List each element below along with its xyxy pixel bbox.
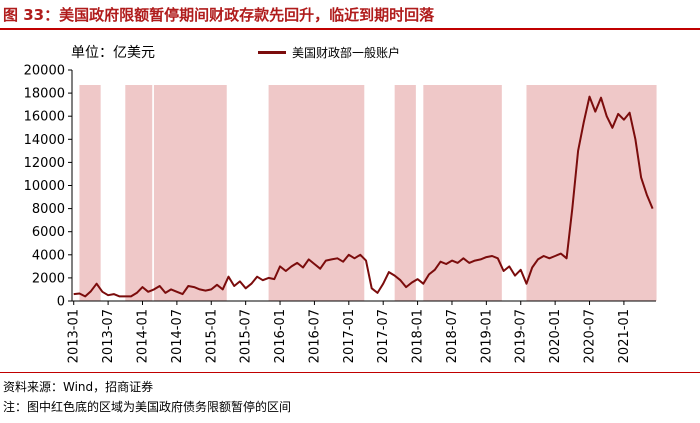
shaded-period-1: [125, 85, 153, 301]
y-tick-label: 10000: [24, 179, 65, 194]
chart-legend: 美国财政部一般账户: [258, 44, 400, 61]
x-tick-label: 2020-07: [583, 309, 598, 363]
legend-line-swatch: [258, 51, 286, 54]
y-tick-label: 18000: [24, 87, 65, 102]
x-tick-label: 2017-01: [342, 309, 357, 363]
x-tick-label: 2018-01: [411, 309, 426, 363]
shaded-period-6: [526, 85, 657, 301]
y-tick-label: 20000: [24, 64, 65, 79]
line-chart: 0 2000 4000 6000 8000 10000 12000 14000 16000 180…: [24, 64, 657, 363]
y-tick-label: 0: [57, 295, 65, 310]
x-tick-label: 2018-07: [445, 309, 460, 363]
legend-label: 美国财政部一般账户: [292, 46, 401, 60]
x-tick-label: 2013-07: [101, 309, 116, 363]
y-tick-label: 4000: [32, 248, 65, 263]
title-rule: [0, 28, 700, 30]
shaded-period-2: [153, 85, 227, 301]
source-note: 资料来源：Wind，招商证券: [3, 380, 154, 394]
shaded-period-5: [394, 85, 416, 301]
y-tick-label: 8000: [32, 202, 65, 217]
x-tick-label: 2015-07: [239, 309, 254, 363]
x-tick-label: 2016-07: [307, 309, 322, 363]
series-line-0: [73, 95, 654, 298]
y-tick-label: 2000: [32, 271, 65, 286]
y-tick-label: 6000: [32, 225, 65, 240]
x-tick-label: 2015-01: [204, 309, 219, 363]
y-tick-label: 12000: [24, 156, 65, 171]
x-tick-label: 2020-01: [548, 309, 563, 363]
x-tick-label: 2017-07: [376, 309, 391, 363]
x-tick-label: 2019-01: [479, 309, 494, 363]
x-tick-label: 2021-01: [617, 309, 632, 363]
x-tick-label: 2014-07: [170, 309, 185, 363]
footer-rule: [0, 372, 700, 373]
figure-title: 图 33：美国政府限额暂停期间财政存款先回升，临近到期时回落: [3, 6, 435, 24]
shaded-period-4: [423, 85, 502, 301]
x-tick-label: 2019-07: [514, 309, 529, 363]
y-tick-label: 16000: [24, 110, 65, 125]
x-tick-label: 2013-01: [67, 309, 82, 363]
shaded-period-0: [79, 85, 101, 301]
x-tick-label: 2016-01: [273, 309, 288, 363]
footnote: 注：图中红色底的区域为美国政府债务限额暂停的区间: [3, 400, 292, 414]
y-tick-label: 14000: [24, 133, 65, 148]
unit-label: 单位：亿美元: [71, 45, 155, 61]
x-tick-label: 2014-01: [135, 309, 150, 363]
